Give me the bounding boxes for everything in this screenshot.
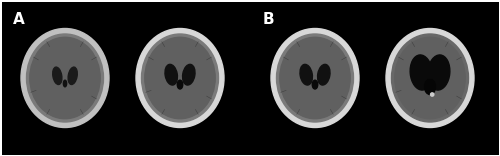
Ellipse shape <box>26 34 104 122</box>
Ellipse shape <box>392 34 468 122</box>
Ellipse shape <box>182 64 195 85</box>
Ellipse shape <box>136 29 224 127</box>
Ellipse shape <box>300 64 312 85</box>
Ellipse shape <box>410 55 432 90</box>
Ellipse shape <box>165 64 177 85</box>
Text: A: A <box>12 12 24 27</box>
Ellipse shape <box>30 37 100 119</box>
Ellipse shape <box>424 79 436 95</box>
Circle shape <box>430 93 434 96</box>
Ellipse shape <box>145 37 215 119</box>
Ellipse shape <box>318 64 330 85</box>
Ellipse shape <box>428 55 450 90</box>
Ellipse shape <box>177 80 183 89</box>
Ellipse shape <box>422 67 438 78</box>
Ellipse shape <box>386 29 474 127</box>
Ellipse shape <box>52 67 62 85</box>
Ellipse shape <box>280 37 350 119</box>
Ellipse shape <box>271 29 359 127</box>
Ellipse shape <box>276 34 353 122</box>
Ellipse shape <box>64 80 66 87</box>
Ellipse shape <box>395 37 465 119</box>
Ellipse shape <box>68 67 78 85</box>
Text: B: B <box>262 12 274 27</box>
Ellipse shape <box>142 34 218 122</box>
Ellipse shape <box>21 29 109 127</box>
Ellipse shape <box>312 80 318 89</box>
